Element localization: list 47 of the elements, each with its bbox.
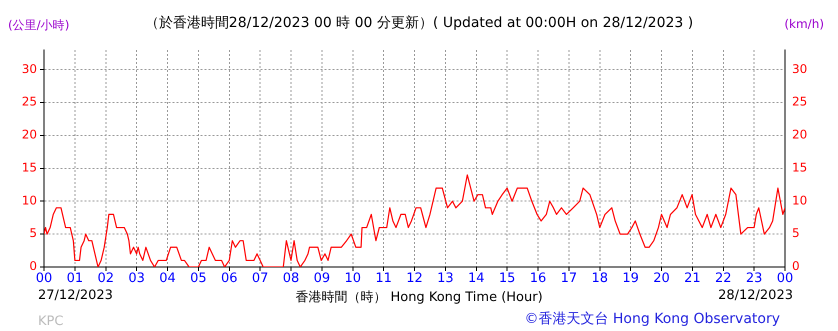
y-tick-label: 10: [22, 193, 37, 208]
text: 27/12/2023: [38, 288, 113, 303]
x-tick-label: 10: [344, 271, 362, 286]
x-tick-label: 20: [653, 271, 670, 286]
y-axis-title: (公里/小時): [8, 17, 70, 34]
x-tick-label: 09: [314, 271, 330, 286]
x-tick-label: 00: [36, 271, 52, 286]
x-tick-label: 16: [530, 271, 546, 286]
y-tick-label: 25: [22, 94, 37, 109]
x-tick-label: 02: [97, 271, 114, 286]
x-tick-label: 11: [375, 271, 392, 286]
x-axis-title: 香港時間（時） Hong Kong Time (Hour): [295, 290, 543, 305]
y2-axis-title: (km/h): [784, 17, 824, 31]
x-tick-label: 18: [591, 271, 608, 286]
x-tick-label: 15: [498, 271, 516, 286]
x-tick-label: 23: [746, 271, 762, 286]
x-tick-label: 03: [128, 271, 145, 286]
y2-tick-label: 5: [792, 226, 800, 240]
x-tick-label: 04: [159, 271, 176, 286]
text: ©香港天文台 Hong Kong Observatory: [524, 310, 780, 328]
y-tick-label: 20: [22, 128, 37, 142]
text: 28/12/2023: [718, 288, 793, 303]
y-tick-label: 0: [29, 259, 37, 274]
x-tick-label: 08: [282, 271, 300, 286]
x-tick-label: 05: [190, 271, 207, 286]
x-tick-label: 07: [252, 271, 268, 286]
x-tick-label: 22: [714, 271, 732, 286]
x-tick-label: 12: [406, 271, 423, 286]
chart-title: （於香港時間28/12/2023 00 時 00 分更新）( Updated at 00:00H on 28/12/2023 ): [144, 15, 694, 31]
y2-tick-label: 20: [792, 128, 808, 142]
x-tick-label: 00: [776, 271, 794, 286]
y-tick-label: 5: [29, 226, 37, 240]
x-tick-label: 13: [437, 271, 454, 286]
y-tick-label: 30: [22, 62, 37, 76]
x-tick-label: 01: [66, 271, 84, 286]
y2-tick-label: 10: [792, 193, 808, 208]
y2-tick-label: 25: [792, 94, 808, 109]
y-tick-label: 15: [22, 160, 37, 174]
y2-tick-label: 30: [792, 62, 808, 76]
text: KPC: [38, 314, 64, 329]
x-tick-label: 19: [622, 271, 639, 286]
x-tick-label: 06: [220, 271, 238, 286]
y2-tick-label: 15: [792, 160, 808, 174]
x-tick-label: 17: [560, 271, 578, 286]
x-tick-label: 21: [684, 271, 701, 286]
y2-tick-label: 0: [792, 259, 800, 274]
x-tick-label: 14: [468, 271, 485, 286]
